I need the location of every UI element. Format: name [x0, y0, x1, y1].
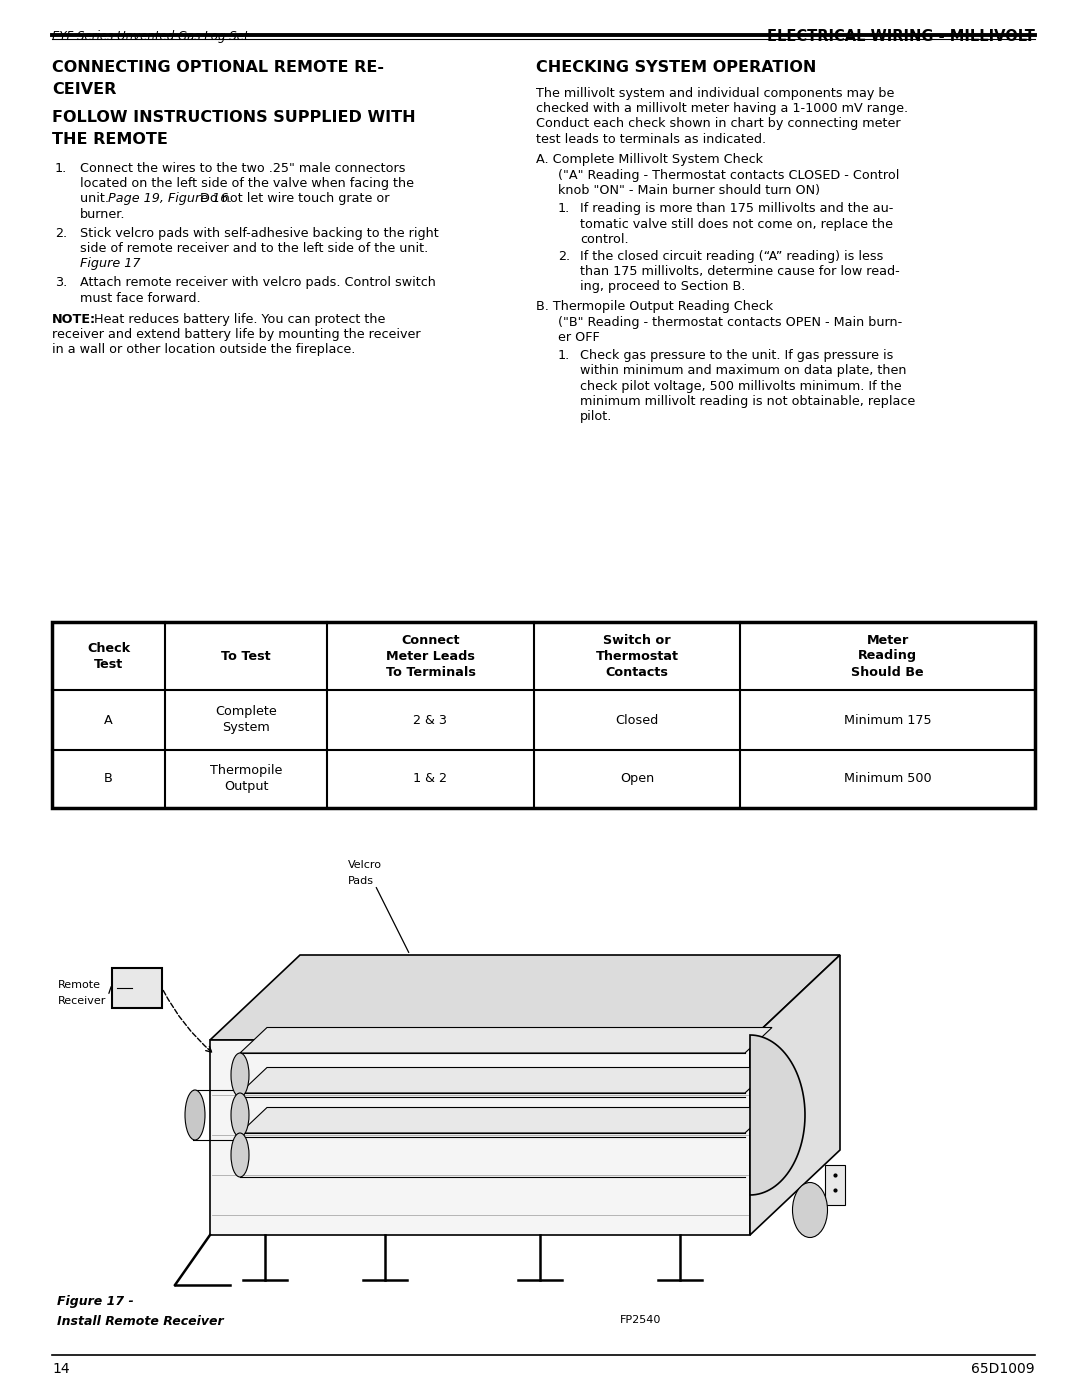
Text: A: A — [104, 714, 113, 726]
Ellipse shape — [793, 1182, 827, 1238]
Text: 2.: 2. — [558, 250, 570, 263]
Ellipse shape — [231, 1053, 249, 1097]
Text: CEIVER: CEIVER — [52, 82, 117, 98]
Text: 1.: 1. — [558, 349, 570, 362]
Text: The millivolt system and individual components may be: The millivolt system and individual comp… — [536, 87, 894, 101]
Text: test leads to terminals as indicated.: test leads to terminals as indicated. — [536, 133, 766, 145]
Text: B: B — [104, 773, 113, 785]
Text: ELECTRICAL WIRING - MILLIVOLT: ELECTRICAL WIRING - MILLIVOLT — [767, 29, 1035, 43]
Polygon shape — [240, 1028, 772, 1053]
Polygon shape — [210, 1039, 750, 1235]
Text: tomatic valve still does not come on, replace the: tomatic valve still does not come on, re… — [580, 218, 893, 231]
Text: Meter
Reading
Should Be: Meter Reading Should Be — [851, 633, 923, 679]
Ellipse shape — [185, 1090, 205, 1140]
Text: 14: 14 — [52, 1362, 69, 1376]
Text: Thermopile
Output: Thermopile Output — [210, 764, 282, 793]
Text: Figure 17 -: Figure 17 - — [57, 1295, 134, 1308]
Text: 2 & 3: 2 & 3 — [414, 714, 447, 726]
Text: Check
Test: Check Test — [87, 641, 130, 671]
Text: Connect the wires to the two .25" male connectors: Connect the wires to the two .25" male c… — [80, 162, 405, 175]
Text: Receiver: Receiver — [58, 996, 106, 1006]
Text: 1.: 1. — [55, 162, 67, 175]
Text: Install Remote Receiver: Install Remote Receiver — [57, 1315, 224, 1329]
Text: knob "ON" - Main burner should turn ON): knob "ON" - Main burner should turn ON) — [558, 184, 820, 197]
Text: Check gas pressure to the unit. If gas pressure is: Check gas pressure to the unit. If gas p… — [580, 349, 893, 362]
Text: Figure 17: Figure 17 — [80, 257, 140, 270]
Text: THE REMOTE: THE REMOTE — [52, 131, 167, 147]
Text: must face forward.: must face forward. — [80, 292, 201, 305]
Text: B. Thermopile Output Reading Check: B. Thermopile Output Reading Check — [536, 299, 773, 313]
Text: ("A" Reading - Thermostat contacts CLOSED - Control: ("A" Reading - Thermostat contacts CLOSE… — [558, 169, 900, 182]
Text: Complete
System: Complete System — [215, 705, 276, 735]
Text: minimum millivolt reading is not obtainable, replace: minimum millivolt reading is not obtaina… — [580, 395, 915, 408]
Text: Closed: Closed — [616, 714, 659, 726]
Text: 2.: 2. — [55, 226, 67, 240]
Text: CONNECTING OPTIONAL REMOTE RE-: CONNECTING OPTIONAL REMOTE RE- — [52, 60, 384, 75]
Text: ing, proceed to Section B.: ing, proceed to Section B. — [580, 281, 745, 293]
Text: If the closed circuit reading (“A” reading) is less: If the closed circuit reading (“A” readi… — [580, 250, 883, 263]
Text: Page 19, Figure 16.: Page 19, Figure 16. — [108, 193, 232, 205]
Text: 1 & 2: 1 & 2 — [414, 773, 447, 785]
Text: NOTE:: NOTE: — [52, 313, 96, 326]
Bar — [52, 622, 1035, 807]
Text: Open: Open — [620, 773, 654, 785]
Text: Conduct each check shown in chart by connecting meter: Conduct each check shown in chart by con… — [536, 117, 901, 130]
Text: 3.: 3. — [55, 277, 67, 289]
Polygon shape — [750, 956, 840, 1235]
Text: Connect
Meter Leads
To Terminals: Connect Meter Leads To Terminals — [386, 633, 475, 679]
Text: Minimum 500: Minimum 500 — [843, 773, 931, 785]
Text: located on the left side of the valve when facing the: located on the left side of the valve wh… — [80, 177, 414, 190]
Text: To Test: To Test — [221, 650, 271, 662]
Text: within minimum and maximum on data plate, then: within minimum and maximum on data plate… — [580, 365, 906, 377]
Text: in a wall or other location outside the fireplace.: in a wall or other location outside the … — [52, 344, 355, 356]
Ellipse shape — [231, 1092, 249, 1137]
Polygon shape — [750, 1035, 805, 1194]
Text: FOLLOW INSTRUCTIONS SUPPLIED WITH: FOLLOW INSTRUCTIONS SUPPLIED WITH — [52, 109, 416, 124]
Polygon shape — [240, 1067, 772, 1092]
Polygon shape — [825, 1165, 845, 1206]
Text: checked with a millivolt meter having a 1-1000 mV range.: checked with a millivolt meter having a … — [536, 102, 908, 115]
Text: 65D1009: 65D1009 — [971, 1362, 1035, 1376]
Text: Pads: Pads — [348, 876, 374, 886]
Text: than 175 millivolts, determine cause for low read-: than 175 millivolts, determine cause for… — [580, 265, 900, 278]
Text: FP2540: FP2540 — [620, 1315, 661, 1324]
Bar — [112, 968, 162, 1009]
Text: unit.: unit. — [80, 193, 113, 205]
Text: Heat reduces battery life. You can protect the: Heat reduces battery life. You can prote… — [94, 313, 386, 326]
Text: control.: control. — [580, 233, 629, 246]
Text: Minimum 175: Minimum 175 — [843, 714, 931, 726]
Text: Switch or
Thermostat
Contacts: Switch or Thermostat Contacts — [595, 633, 678, 679]
Polygon shape — [240, 1108, 772, 1133]
Polygon shape — [210, 956, 840, 1039]
Text: CHECKING SYSTEM OPERATION: CHECKING SYSTEM OPERATION — [536, 60, 816, 75]
Text: check pilot voltage, 500 millivolts minimum. If the: check pilot voltage, 500 millivolts mini… — [580, 380, 902, 393]
Text: Do not let wire touch grate or: Do not let wire touch grate or — [195, 193, 390, 205]
Text: er OFF: er OFF — [558, 331, 599, 344]
Text: 1.: 1. — [558, 203, 570, 215]
Text: side of remote receiver and to the left side of the unit.: side of remote receiver and to the left … — [80, 242, 429, 256]
Text: Attach remote receiver with velcro pads. Control switch: Attach remote receiver with velcro pads.… — [80, 277, 436, 289]
Text: Stick velcro pads with self-adhesive backing to the right: Stick velcro pads with self-adhesive bac… — [80, 226, 438, 240]
Text: ("B" Reading - thermostat contacts OPEN - Main burn-: ("B" Reading - thermostat contacts OPEN … — [558, 316, 902, 328]
Text: Velcro: Velcro — [348, 861, 382, 870]
Ellipse shape — [231, 1133, 249, 1178]
Text: receiver and extend battery life by mounting the receiver: receiver and extend battery life by moun… — [52, 328, 420, 341]
Text: burner.: burner. — [80, 208, 125, 221]
Text: pilot.: pilot. — [580, 409, 612, 423]
Text: If reading is more than 175 millivolts and the au-: If reading is more than 175 millivolts a… — [580, 203, 893, 215]
Text: Remote: Remote — [58, 981, 102, 990]
Text: EYF Series Unvented Gas Log Set: EYF Series Unvented Gas Log Set — [52, 29, 248, 43]
Text: A. Complete Millivolt System Check: A. Complete Millivolt System Check — [536, 152, 762, 166]
